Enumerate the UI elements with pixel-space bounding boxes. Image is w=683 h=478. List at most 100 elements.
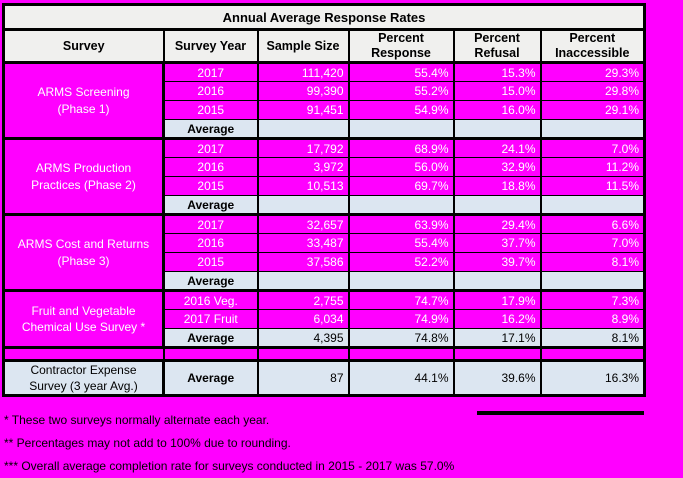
- percent-inaccessible-cell: 11.5%: [539, 176, 646, 196]
- percent-inaccessible-cell: [539, 195, 646, 216]
- percent-inaccessible-cell: 29.3%: [539, 61, 646, 82]
- table-row: 2015 37,586 52.2% 39.7% 8.1%: [4, 252, 646, 272]
- table-row: ARMS Screening (Phase 1) 2017 111,420 55…: [2, 61, 646, 140]
- table-row: Contractor Expense Survey (3 year Avg.) …: [2, 358, 646, 398]
- year-cell: 2017: [162, 61, 259, 82]
- percent-response-cell: 74.7%: [347, 289, 455, 310]
- percent-refusal-cell: 15.0%: [452, 81, 542, 101]
- percent-refusal-cell: 16.2%: [452, 309, 542, 329]
- table-row: Fruit and Vegetable Chemical Use Survey …: [2, 289, 646, 349]
- percent-refusal-cell: [452, 119, 542, 140]
- year-cell: 2015: [162, 252, 259, 272]
- year-cell: 2016: [162, 233, 259, 253]
- spacer-row: [2, 346, 646, 362]
- percent-response-cell: 55.4%: [347, 61, 455, 82]
- sample-size-cell: 2,755: [256, 289, 350, 310]
- percent-inaccessible-cell: [539, 119, 646, 140]
- survey-group-label-arms-cost-returns: ARMS Cost and Returns (Phase 3): [2, 213, 165, 292]
- percent-inaccessible-cell: 8.9%: [539, 309, 646, 329]
- percent-refusal-cell: 37.7%: [452, 233, 542, 253]
- percent-inaccessible-cell: [539, 271, 646, 292]
- spacer-cell: [452, 346, 542, 362]
- percent-response-cell: 74.8%: [347, 328, 455, 349]
- column-header-percent-refusal: Percent Refusal: [452, 29, 542, 64]
- average-row: Average: [4, 271, 646, 292]
- spacer-cell: [256, 346, 350, 362]
- year-cell: 2016 Veg.: [162, 289, 259, 310]
- percent-response-cell: [347, 195, 455, 216]
- percent-response-cell: 56.0%: [347, 157, 455, 177]
- table-row: 2016 33,487 55.4% 37.7% 7.0%: [4, 233, 646, 253]
- average-label: Average: [162, 195, 259, 216]
- percent-inaccessible-cell: 7.0%: [539, 137, 646, 158]
- sample-size-cell: 4,395: [256, 328, 350, 349]
- column-header-percent-response: Percent Response: [347, 29, 455, 64]
- response-rates-table: Annual Average Response Rates Survey Sur…: [2, 3, 647, 398]
- sample-size-cell: 17,792: [256, 137, 350, 158]
- spacer-cell: [162, 346, 259, 362]
- percent-inaccessible-cell: 29.8%: [539, 81, 646, 101]
- sample-size-cell: 6,034: [256, 309, 350, 329]
- table-row: ARMS Cost and Returns (Phase 3) 2017 32,…: [2, 213, 646, 292]
- percent-refusal-cell: [452, 195, 542, 216]
- sample-size-cell: 37,586: [256, 252, 350, 272]
- year-cell: 2015: [162, 176, 259, 196]
- percent-inaccessible-cell: 7.0%: [539, 233, 646, 253]
- average-label: Average: [162, 358, 259, 398]
- column-header-survey: Survey: [2, 29, 165, 64]
- percent-refusal-cell: 39.7%: [452, 252, 542, 272]
- average-row: Average: [4, 119, 646, 140]
- percent-response-cell: 55.2%: [347, 81, 455, 101]
- sample-size-cell: [256, 119, 350, 140]
- percent-response-cell: 54.9%: [347, 100, 455, 120]
- percent-refusal-cell: 32.9%: [452, 157, 542, 177]
- percent-response-cell: 74.9%: [347, 309, 455, 329]
- footnote-overall-completion: *** Overall average completion rate for …: [4, 459, 455, 473]
- average-row: Average 4,395 74.8% 17.1% 8.1%: [4, 328, 646, 349]
- table-row: 2016 99,390 55.2% 15.0% 29.8%: [4, 81, 646, 101]
- sample-size-cell: 99,390: [256, 81, 350, 101]
- percent-refusal-cell: 16.0%: [452, 100, 542, 120]
- percent-inaccessible-cell: 7.3%: [539, 289, 646, 310]
- table-title: Annual Average Response Rates: [2, 4, 646, 31]
- percent-refusal-cell: 17.1%: [452, 328, 542, 349]
- percent-refusal-cell: 15.3%: [452, 61, 542, 82]
- footnotes: * These two surveys normally alternate e…: [4, 413, 454, 478]
- percent-inaccessible-cell: 11.2%: [539, 157, 646, 177]
- percent-response-cell: 63.9%: [347, 213, 455, 234]
- sample-size-cell: 111,420: [256, 61, 350, 82]
- percent-response-cell: 69.7%: [347, 176, 455, 196]
- percent-response-cell: [347, 271, 455, 292]
- percent-response-cell: 55.4%: [347, 233, 455, 253]
- percent-refusal-cell: 24.1%: [452, 137, 542, 158]
- sample-size-cell: [256, 195, 350, 216]
- percent-inaccessible-cell: 16.3%: [539, 358, 646, 398]
- percent-inaccessible-cell: 8.1%: [539, 252, 646, 272]
- percent-inaccessible-cell: 8.1%: [539, 328, 646, 349]
- average-label: Average: [162, 328, 259, 349]
- table-row: 2017 Fruit 6,034 74.9% 16.2% 8.9%: [4, 309, 646, 329]
- survey-group-label-arms-screening: ARMS Screening (Phase 1): [2, 61, 165, 140]
- sample-size-cell: 87: [256, 358, 350, 398]
- percent-response-cell: 52.2%: [347, 252, 455, 272]
- spacer-cell: [347, 346, 455, 362]
- percent-refusal-cell: 17.9%: [452, 289, 542, 310]
- percent-refusal-cell: 39.6%: [452, 358, 542, 398]
- percent-refusal-cell: 29.4%: [452, 213, 542, 234]
- year-cell: 2016: [162, 81, 259, 101]
- title-row: Annual Average Response Rates: [2, 4, 646, 31]
- sample-size-cell: 33,487: [256, 233, 350, 253]
- percent-refusal-cell: 18.8%: [452, 176, 542, 196]
- percent-inaccessible-cell: 6.6%: [539, 213, 646, 234]
- percent-response-cell: 68.9%: [347, 137, 455, 158]
- average-label: Average: [162, 271, 259, 292]
- spacer-cell: [2, 346, 165, 362]
- footnote-alternate-years: * These two surveys normally alternate e…: [4, 413, 270, 427]
- year-cell: 2017: [162, 213, 259, 234]
- divider-line: [477, 411, 644, 415]
- survey-group-label-contractor-expense: Contractor Expense Survey (3 year Avg.): [2, 358, 165, 398]
- sample-size-cell: [256, 271, 350, 292]
- sample-size-cell: 10,513: [256, 176, 350, 196]
- column-header-sample-size: Sample Size: [256, 29, 350, 64]
